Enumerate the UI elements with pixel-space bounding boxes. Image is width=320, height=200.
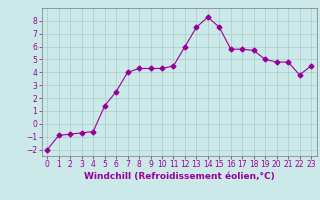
X-axis label: Windchill (Refroidissement éolien,°C): Windchill (Refroidissement éolien,°C) — [84, 172, 275, 181]
